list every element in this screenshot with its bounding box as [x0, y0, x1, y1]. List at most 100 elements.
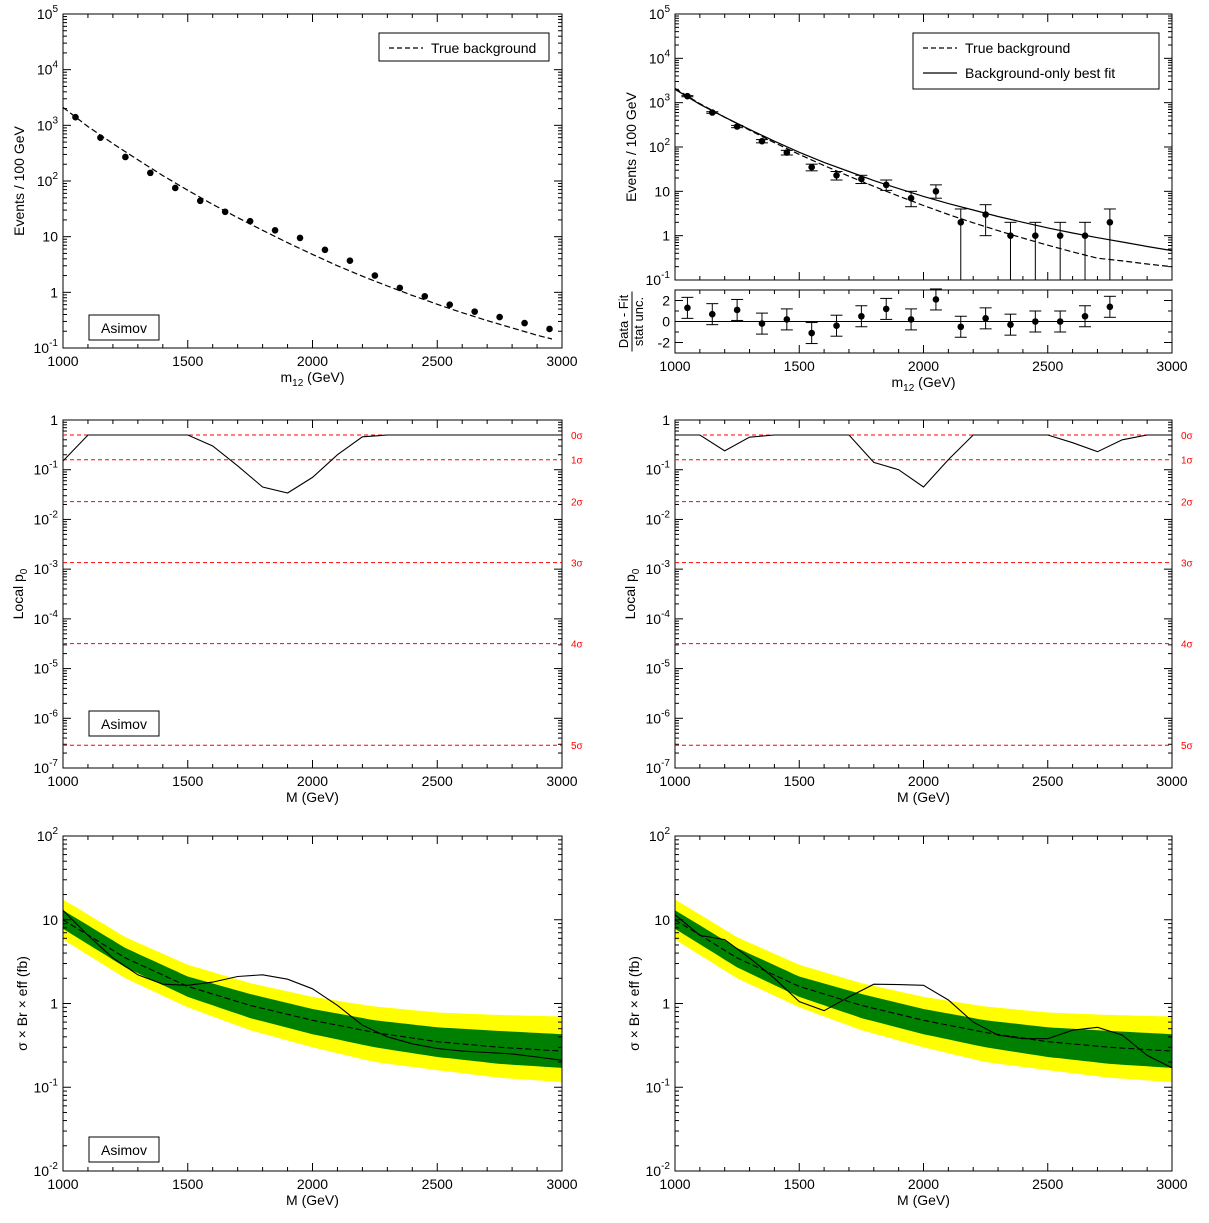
- data-point: [882, 181, 890, 189]
- x-tick-label: 3000: [1156, 1176, 1187, 1192]
- data-point: [1081, 312, 1089, 320]
- y-tick-label: 10-2: [34, 1161, 59, 1179]
- x-tick-label: 2000: [297, 773, 328, 789]
- data-point: [708, 310, 716, 318]
- x-tick-label: 1500: [172, 773, 203, 789]
- y-tick-label: 105: [37, 4, 59, 22]
- y-tick-label: 10-1: [34, 338, 59, 356]
- ratio-y-label-bottom: stat unc.: [631, 297, 646, 346]
- sigma-label: 4σ: [571, 640, 584, 651]
- y-tick-label: 10-1: [34, 460, 59, 478]
- x-tick-label: 2500: [1032, 358, 1063, 374]
- sigma-label: 3σ: [571, 559, 584, 570]
- data-point: [882, 305, 890, 313]
- data-point: [196, 197, 204, 205]
- ratio-y-label-top: Data - Fit: [616, 294, 631, 348]
- data-point: [808, 329, 815, 337]
- y-axis-label: Events / 100 GeV: [11, 125, 27, 235]
- expected-limit-line: [674, 919, 1173, 1052]
- x-axis-label: M (GeV): [897, 1192, 950, 1208]
- data-point: [246, 217, 254, 225]
- data-point: [1081, 232, 1089, 239]
- sigma-label: 5σ: [1181, 741, 1194, 752]
- sigma-label: 0σ: [571, 431, 584, 442]
- y-tick-label: 10-5: [646, 659, 671, 677]
- x-tick-label: 2000: [297, 1176, 328, 1192]
- true-background-line: [674, 87, 1173, 268]
- x-tick-label: 1500: [784, 773, 815, 789]
- expected-limit-line: [62, 919, 563, 1052]
- data-point: [982, 211, 989, 218]
- ratio-y-tick-label: 2: [662, 293, 670, 309]
- label-box-text: Asimov: [101, 716, 147, 732]
- y-tick-label: 103: [649, 93, 671, 111]
- y-tick-label: 10-6: [34, 708, 59, 726]
- best-fit-line: [674, 88, 1173, 252]
- data-point: [147, 169, 154, 177]
- sigma-label: 2σ: [1181, 498, 1194, 509]
- local-p0-line: [675, 434, 1172, 488]
- x-tick-label: 3000: [1156, 773, 1187, 789]
- data-point: [171, 184, 179, 192]
- one-sigma-band: [63, 910, 562, 1068]
- data-point: [97, 134, 104, 141]
- x-tick-label: 2000: [908, 358, 939, 374]
- y-tick-label: 10: [654, 183, 670, 199]
- x-tick-label: 1500: [784, 358, 815, 374]
- data-point: [833, 171, 840, 179]
- data-point: [1032, 232, 1039, 239]
- data-point: [982, 315, 989, 322]
- observed-limit-line: [674, 914, 1173, 1069]
- data-point: [907, 194, 915, 202]
- x-tick-label: 1000: [659, 773, 690, 789]
- y-tick-label: 10-4: [34, 609, 59, 627]
- data-point: [496, 313, 503, 321]
- y-tick-label: 1: [50, 996, 58, 1012]
- y-tick-label: 10-1: [646, 270, 671, 288]
- data-point: [833, 322, 840, 330]
- data-point: [1007, 232, 1014, 239]
- y-tick-label: 10: [654, 912, 670, 928]
- x-tick-label: 2500: [1032, 773, 1063, 789]
- x-tick-label: 2000: [908, 773, 939, 789]
- data-point: [296, 234, 304, 242]
- y-axis-label: σ × Br × eff (fb): [14, 956, 30, 1051]
- x-axis-label: M (GeV): [897, 789, 950, 805]
- data-point: [932, 296, 940, 303]
- y-tick-label: 1: [50, 412, 58, 428]
- x-tick-label: 1500: [784, 1176, 815, 1192]
- x-axis-label: M (GeV): [286, 789, 339, 805]
- y-tick-label: 105: [649, 4, 671, 22]
- data-point: [1106, 219, 1114, 226]
- legend-box: [912, 32, 1160, 90]
- data-point: [907, 316, 915, 323]
- data-point: [122, 153, 129, 161]
- x-tick-label: 1500: [172, 1176, 203, 1192]
- panel-mid-left: 1000 1500 2000 2500 3000 10-7 10-6 10-5 10-4 10-3…: [10, 412, 584, 805]
- data-point: [546, 325, 553, 333]
- y-tick-label: 102: [649, 137, 671, 155]
- sigma-label: 1σ: [1181, 456, 1194, 467]
- plot-frame: [62, 13, 563, 349]
- y-tick-label: 1: [50, 284, 58, 300]
- data-point: [421, 292, 429, 300]
- data-point: [346, 257, 354, 265]
- panel-bottom-right: 1000 1500 2000 2500 3000 10-2 10-1 1 10 102 σ × Br…: [626, 826, 1188, 1208]
- x-tick-label: 2000: [297, 353, 328, 369]
- legend-label: Background-only best fit: [965, 65, 1115, 81]
- x-axis-label: m12 (GeV): [891, 374, 955, 394]
- y-axis-label: Local p0: [622, 568, 642, 619]
- data-point: [446, 301, 454, 308]
- y-tick-label: 10-2: [34, 509, 59, 527]
- panel-top-left: 1000 1500 2000 2500 3000 10-1 1 10 102 103 104 105 T…: [11, 4, 578, 389]
- plot-frame: [674, 419, 1173, 769]
- x-tick-label: 1000: [47, 1176, 78, 1192]
- y-tick-label: 10-2: [646, 509, 671, 527]
- sigma-label: 0σ: [1181, 431, 1194, 442]
- label-box-text: Asimov: [101, 320, 147, 336]
- data-point: [708, 109, 716, 116]
- y-tick-label: 10-7: [646, 758, 671, 776]
- y-tick-label: 102: [649, 826, 671, 844]
- y-tick-label: 1: [662, 996, 670, 1012]
- data-point: [808, 163, 815, 171]
